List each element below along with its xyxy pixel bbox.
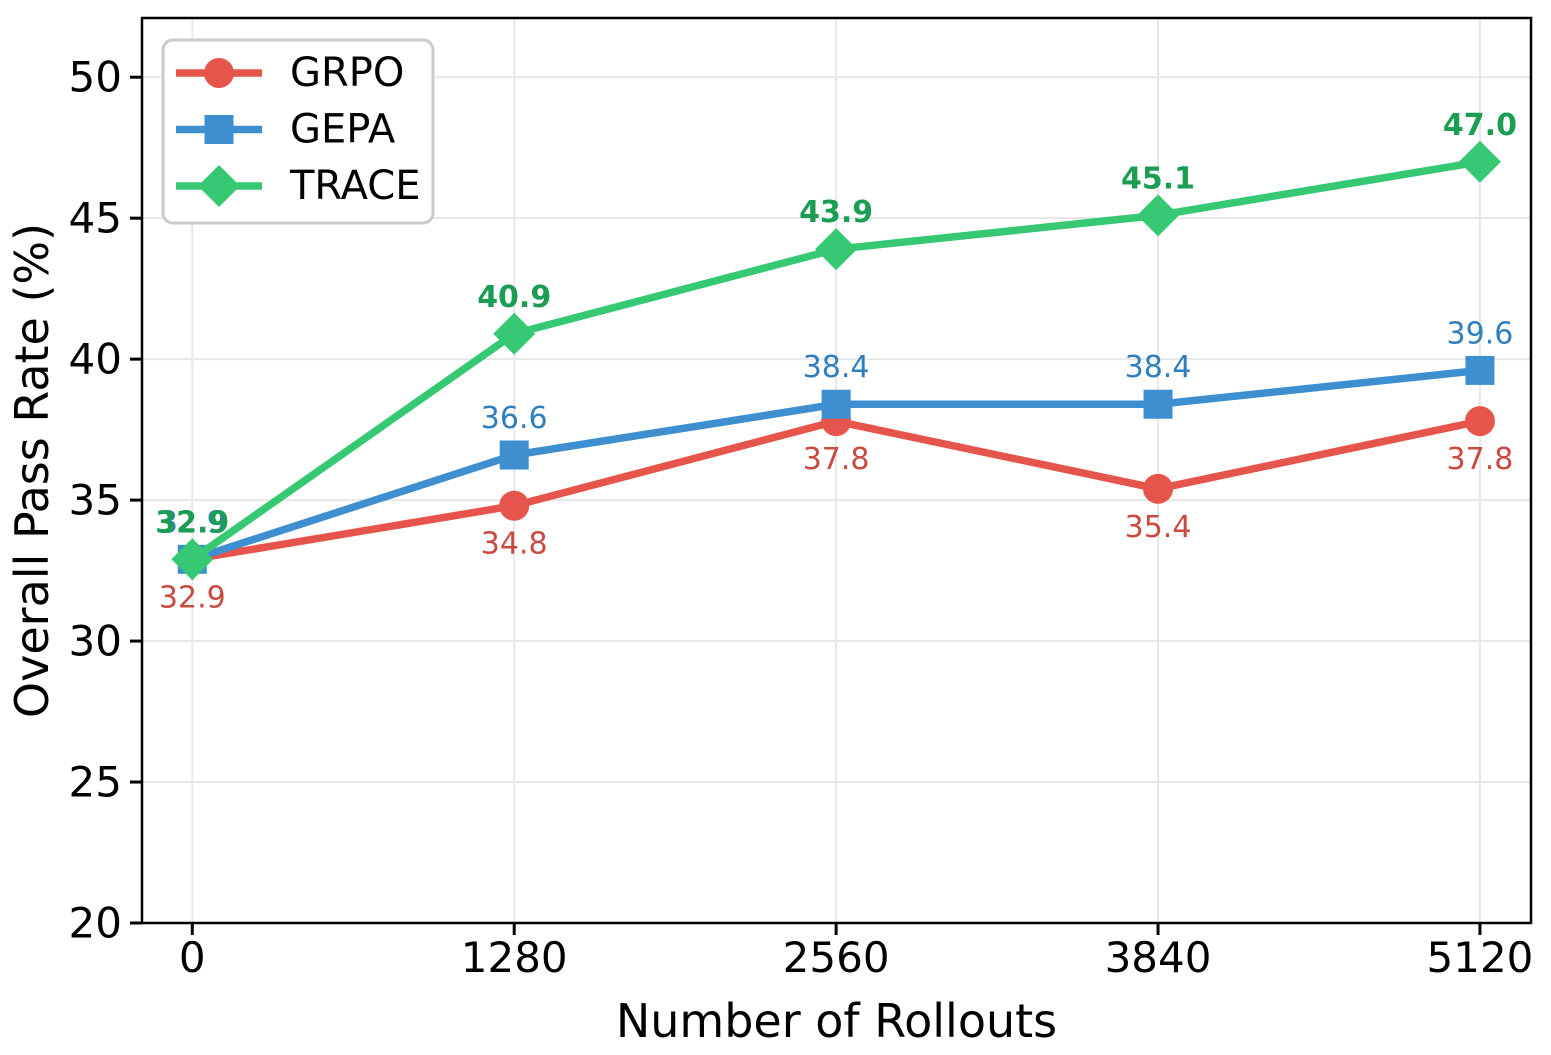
circle-marker-grpo bbox=[1143, 473, 1174, 504]
data-label-gepa: 32.9 bbox=[159, 505, 226, 540]
x-tick-label: 3840 bbox=[1105, 933, 1212, 982]
legend-label-grpo: GRPO bbox=[290, 50, 404, 96]
data-label-gepa: 36.6 bbox=[481, 401, 548, 436]
y-tick-label: 35 bbox=[69, 476, 122, 525]
legend-item-gepa: GEPA bbox=[176, 107, 396, 153]
square-marker-gepa bbox=[821, 389, 851, 419]
y-tick-label: 30 bbox=[69, 617, 122, 666]
legend-label-trace: TRACE bbox=[289, 163, 420, 209]
data-label-trace: 45.1 bbox=[1121, 161, 1195, 196]
y-tick-label: 50 bbox=[69, 53, 122, 102]
diamond-marker-trace bbox=[1458, 140, 1501, 183]
y-tick-label: 40 bbox=[69, 335, 122, 384]
diamond-marker-trace bbox=[815, 228, 858, 271]
square-marker-gepa bbox=[1143, 389, 1173, 419]
data-label-grpo: 32.9 bbox=[159, 580, 226, 615]
data-label-gepa: 39.6 bbox=[1447, 316, 1514, 351]
legend: GRPO GEPA TRACE bbox=[161, 38, 435, 225]
y-tick-label: 25 bbox=[69, 758, 122, 807]
square-icon bbox=[204, 115, 234, 144]
diamond-icon bbox=[198, 165, 240, 207]
data-label-grpo: 35.4 bbox=[1125, 510, 1192, 545]
data-label-grpo: 37.8 bbox=[803, 442, 870, 477]
series-trace bbox=[171, 140, 1501, 581]
x-tick-label: 1280 bbox=[461, 933, 568, 982]
circle-marker-grpo bbox=[499, 490, 530, 521]
data-label-gepa: 38.4 bbox=[803, 350, 870, 385]
data-label-trace: 40.9 bbox=[477, 280, 551, 315]
y-axis-label: Overall Pass Rate (%) bbox=[5, 223, 59, 718]
diamond-marker-trace bbox=[493, 312, 536, 355]
data-label-grpo: 37.8 bbox=[1447, 442, 1514, 477]
legend-item-grpo: GRPO bbox=[176, 50, 404, 96]
axes-ticks: 0 1280 2560 3840 5120 20 25 30 35 40 45 50 bbox=[69, 53, 1534, 982]
labels-trace: 32.9 40.9 43.9 45.1 47.0 bbox=[155, 108, 1517, 541]
x-tick-label: 2560 bbox=[783, 933, 890, 982]
data-label-gepa: 38.4 bbox=[1125, 350, 1192, 385]
diamond-marker-trace bbox=[1137, 194, 1180, 237]
x-tick-label: 0 bbox=[179, 933, 206, 982]
x-tick-label: 5120 bbox=[1427, 933, 1534, 982]
series-grpo bbox=[177, 406, 1495, 575]
circle-marker-grpo bbox=[1464, 406, 1495, 437]
square-marker-gepa bbox=[1465, 355, 1495, 385]
legend-item-trace: TRACE bbox=[176, 163, 420, 209]
circle-icon bbox=[204, 58, 234, 88]
data-label-trace: 32.9 bbox=[155, 505, 229, 540]
diamond-marker-trace bbox=[171, 538, 214, 581]
x-axis-label: Number of Rollouts bbox=[616, 994, 1057, 1048]
data-label-trace: 47.0 bbox=[1443, 108, 1517, 143]
y-tick-label: 20 bbox=[69, 899, 122, 948]
labels-grpo: 32.9 34.8 37.8 35.4 37.8 bbox=[159, 442, 1513, 615]
legend-label-gepa: GEPA bbox=[290, 107, 396, 153]
square-marker-gepa bbox=[499, 440, 529, 470]
data-label-grpo: 34.8 bbox=[481, 527, 548, 562]
data-label-trace: 43.9 bbox=[799, 195, 873, 230]
plot-border bbox=[140, 16, 1533, 925]
y-tick-label: 45 bbox=[69, 194, 122, 243]
labels-gepa: 32.9 36.6 38.4 38.4 39.6 bbox=[159, 316, 1513, 540]
